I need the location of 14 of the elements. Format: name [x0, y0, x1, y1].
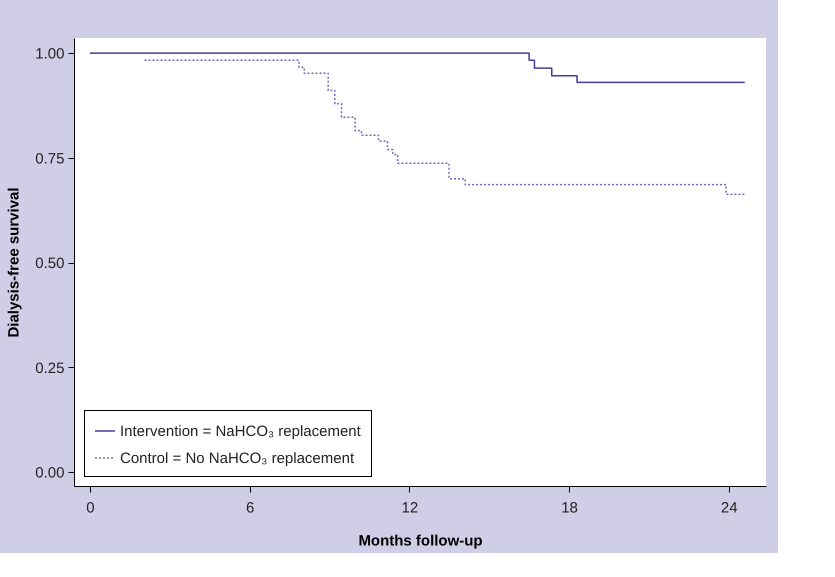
x-tick-label: 0	[86, 500, 95, 516]
y-tick-label: 0.00	[35, 464, 64, 482]
y-tick-label: 0.75	[35, 150, 64, 168]
x-axis-title: Months follow-up	[358, 532, 483, 550]
y-tick-label: 0.50	[35, 255, 64, 272]
y-tick-label: 1.00	[35, 46, 64, 63]
legend-label: Intervention = NaHCO₃ replacement	[120, 423, 362, 440]
y-tick-label: 0.25	[35, 360, 64, 377]
x-tick-label: 12	[402, 500, 418, 516]
x-tick-label: 6	[246, 500, 254, 516]
x-tick-label: 18	[561, 500, 578, 516]
legend-label: Control = No NaHCO₃ replacement	[120, 450, 355, 467]
x-tick-label: 24	[720, 500, 738, 516]
y-axis-title: Dialysis-free survival	[5, 187, 22, 338]
